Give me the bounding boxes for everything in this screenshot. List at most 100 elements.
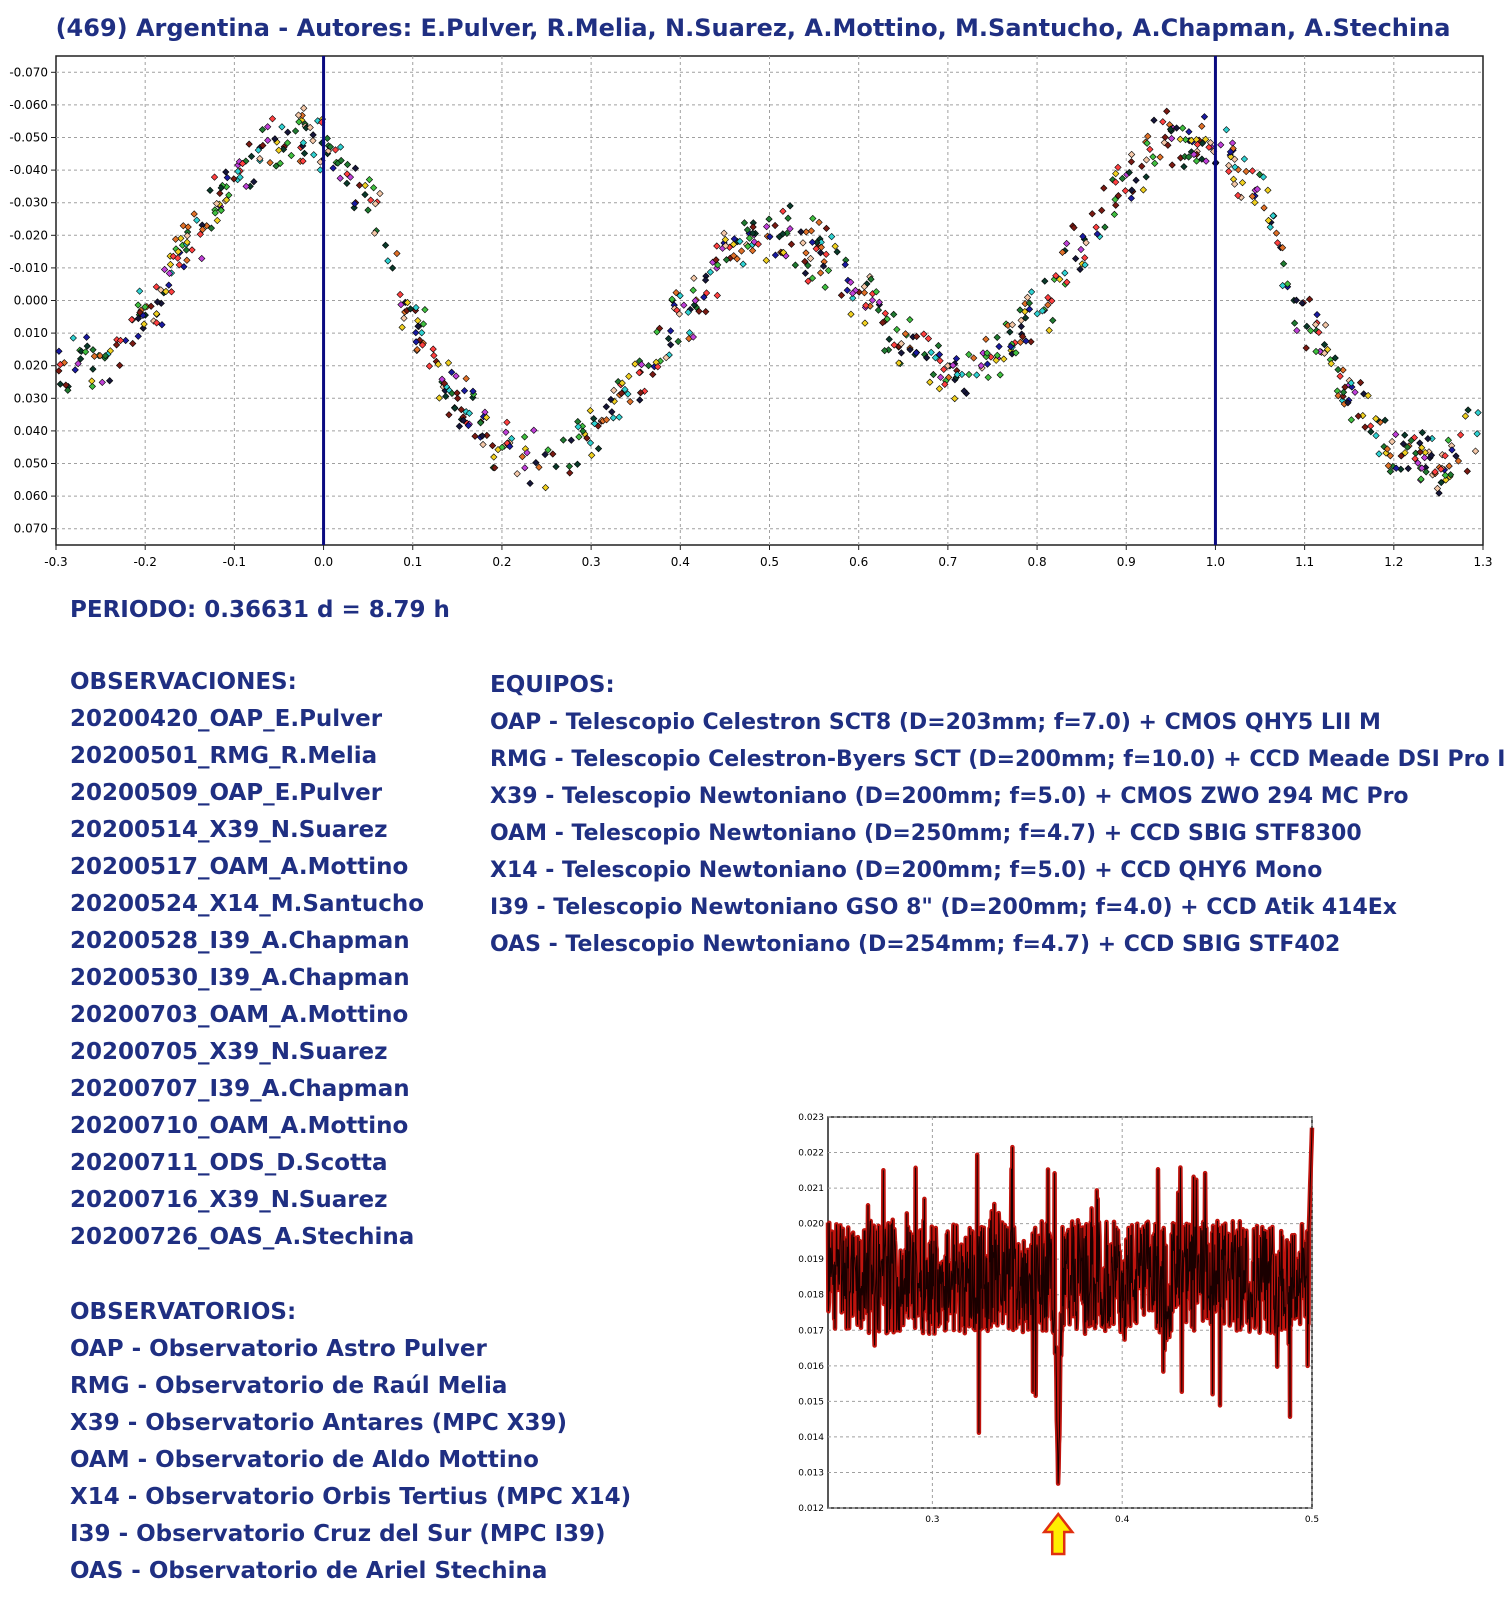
data-point [476, 419, 485, 427]
periodogram-line [827, 1127, 1313, 1484]
observaciones-list: 20200420_OAP_E.Pulver 20200501_RMG_R.Mel… [70, 701, 424, 1256]
data-point [518, 453, 526, 461]
data-point [482, 413, 491, 422]
data-point [337, 156, 345, 165]
data-point [636, 396, 644, 404]
data-point [136, 287, 144, 295]
list-item: OAP - Observatorio Astro Pulver [70, 1336, 487, 1362]
data-point [973, 371, 981, 379]
data-point [881, 309, 889, 318]
data-point [136, 308, 144, 317]
data-point [1418, 428, 1426, 437]
data-point [521, 464, 529, 472]
data-point [802, 249, 810, 257]
data-point [1063, 239, 1071, 248]
data-point [206, 186, 214, 194]
data-point [183, 238, 191, 246]
data-point [552, 463, 560, 471]
data-point [64, 386, 72, 394]
data-point [1160, 139, 1168, 147]
x-tick-label: 0.0 [314, 555, 333, 569]
data-point [1384, 462, 1393, 470]
data-point [621, 385, 629, 394]
data-point [1382, 449, 1390, 457]
lightcurve-chart: -0.3 -0.2 -0.1 0.0 0.1 0.2 0.3 0.4 0.5 0.6 0.7 0.8 0… [9, 55, 1493, 569]
list-item: X14 - Observatorio Orbis Tertius (MPC X1… [70, 1484, 632, 1510]
data-point [128, 316, 136, 324]
data-point [714, 261, 722, 269]
data-point [152, 283, 161, 291]
data-point [748, 247, 757, 255]
observaciones-heading: OBSERVACIONES: [70, 669, 297, 695]
data-point [626, 398, 634, 406]
data-point [266, 159, 274, 167]
data-point [607, 395, 615, 404]
data-point [1111, 195, 1119, 204]
data-point [809, 214, 817, 223]
data-point [1375, 450, 1383, 458]
data-point [1264, 216, 1273, 225]
data-point [1388, 437, 1396, 446]
data-point [1127, 158, 1136, 166]
data-point [299, 139, 307, 147]
data-point [617, 389, 626, 397]
data-point [936, 373, 945, 381]
data-point [1149, 153, 1157, 161]
y-tick-label: -0.020 [9, 228, 48, 242]
data-point [1344, 399, 1352, 407]
data-point [1283, 280, 1292, 288]
data-point [883, 315, 891, 323]
list-item: OAM - Telescopio Newtoniano (D=250mm; f=… [490, 821, 1362, 846]
data-point [400, 314, 408, 322]
data-point [264, 123, 272, 131]
data-point [1356, 378, 1365, 387]
data-point [122, 336, 130, 345]
y-tick-label: -0.050 [9, 131, 48, 145]
data-point [787, 240, 796, 248]
data-point [635, 368, 643, 377]
data-point [1361, 423, 1369, 431]
data-point [343, 179, 351, 187]
data-point [230, 175, 238, 183]
data-point [1416, 439, 1424, 447]
data-point [300, 104, 308, 112]
data-point [977, 362, 985, 370]
data-point [418, 341, 427, 349]
data-point [1132, 176, 1140, 184]
data-point [1112, 201, 1120, 209]
data-point [414, 322, 422, 330]
data-point [69, 334, 77, 342]
data-point [1302, 344, 1310, 352]
data-point [1347, 379, 1355, 387]
data-point [140, 320, 148, 328]
data-point [198, 254, 206, 263]
data-point [721, 235, 729, 244]
data-point [819, 262, 828, 270]
data-point [278, 123, 286, 131]
data-point [983, 360, 992, 368]
data-point [895, 359, 903, 367]
data-point [1178, 124, 1187, 132]
data-point [141, 303, 149, 311]
data-point [1125, 168, 1133, 177]
data-point [81, 348, 90, 356]
inset-y-tick-label: 0.019 [798, 1255, 824, 1265]
data-point [1403, 443, 1412, 451]
data-point [1336, 372, 1344, 380]
data-point [1435, 489, 1443, 497]
data-point [1138, 162, 1146, 170]
data-point [837, 291, 846, 299]
data-point [174, 254, 182, 262]
y-tick-label: 0.040 [14, 424, 48, 438]
data-point [412, 329, 420, 337]
list-item: I39 - Telescopio Newtoniano GSO 8" (D=20… [490, 895, 1397, 920]
data-point [150, 317, 158, 325]
data-point [1420, 454, 1429, 462]
data-point [1404, 464, 1412, 473]
list-item: 20200710_OAM_A.Mottino [70, 1113, 409, 1139]
data-point [167, 288, 176, 296]
data-point [469, 393, 477, 402]
data-point [771, 221, 779, 230]
data-point [1044, 293, 1052, 302]
data-point [1454, 457, 1463, 465]
